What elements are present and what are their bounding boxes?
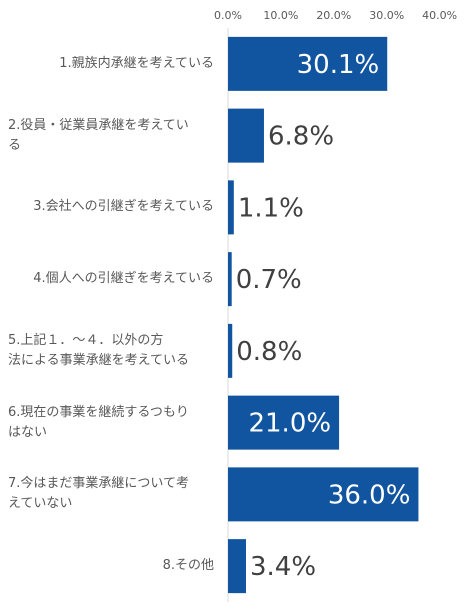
category-label-line: えていない [8,496,73,512]
category-label-line: 1.親族内承継を考えている [59,55,214,71]
category-label-line: 4.個人への引継ぎを考えている [33,271,214,287]
category-label: 7.今はまだ事業承継について考 えていない [0,459,214,531]
bar [228,36,388,91]
bar [228,539,246,594]
data-label: 6.8% [268,122,334,152]
category-label: 2.役員・従業員承継を考えている [0,100,214,172]
data-label: 30.1% [297,50,380,80]
category-label-line: 3.会社への引継ぎを考えている [33,199,214,215]
category-label-line: る [8,137,22,153]
bar [228,108,264,163]
category-label-line: 8.その他 [162,558,214,574]
x-tick-label: 40.0% [422,9,457,22]
category-label: 4.個人への引継ぎを考えている [0,243,214,315]
category-label-line: 法による事業承継を考えている [8,352,189,368]
data-label: 3.4% [250,552,316,582]
category-label: 8.その他 [0,530,214,602]
bar [228,252,232,307]
bar [228,467,419,522]
x-tick-label: 30.0% [369,9,404,22]
category-label: 6.現在の事業を継続するつもり はない [0,387,214,459]
bar [228,395,340,450]
bar [228,323,233,378]
category-label: 5.上記１．～４．以外の方法による事業承継を考えている [0,315,214,387]
category-label-line: 7.今はまだ事業承継について考 [8,476,190,492]
category-label-line: 6.現在の事業を継続するつもり [8,404,189,420]
data-label: 21.0% [248,409,331,439]
data-label: 0.8% [236,337,302,367]
category-label-line: 5.上記１．～４．以外の方 [8,332,164,348]
data-label: 0.7% [236,265,302,295]
x-tick-label: 10.0% [263,9,298,22]
category-label: 3.会社への引継ぎを考えている [0,172,214,244]
category-label-line: はない [8,424,48,440]
category-label-line: 2.役員・従業員承継を考えてい [8,117,189,133]
x-tick-label: 0.0% [214,9,242,22]
category-label: 1.親族内承継を考えている [0,28,214,100]
bar [228,180,234,235]
x-tick-label: 20.0% [316,9,351,22]
data-label: 36.0% [328,480,411,510]
data-label: 1.1% [238,193,304,223]
